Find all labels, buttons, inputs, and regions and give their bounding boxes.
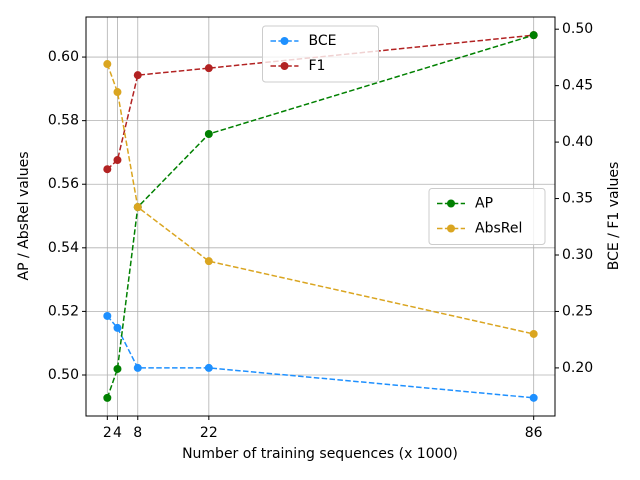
data-point xyxy=(103,165,112,174)
data-point xyxy=(204,64,213,73)
plot-frame xyxy=(85,16,556,417)
data-point xyxy=(529,393,538,402)
x-tick-label: 2 xyxy=(103,425,112,441)
y-tick-label: 0.52 xyxy=(48,303,79,319)
data-point xyxy=(113,323,122,332)
data-point xyxy=(113,156,122,165)
data-point xyxy=(103,311,112,320)
legend-label: AP xyxy=(475,196,493,212)
y-tick-label: 0.56 xyxy=(48,176,79,192)
data-point xyxy=(103,60,112,69)
legend-label: BCE xyxy=(309,33,337,49)
y2-axis-label: BCE / F1 values xyxy=(606,162,622,271)
x-tick-label: 22 xyxy=(200,425,218,441)
y2-tick-label: 0.50 xyxy=(562,21,593,37)
y-tick-label: 0.58 xyxy=(48,113,79,129)
x-tick-label: 86 xyxy=(525,425,543,441)
legend-marker xyxy=(280,62,289,70)
legend-label: F1 xyxy=(309,58,326,74)
x-tick-label: 8 xyxy=(133,425,142,441)
legend-label: AbsRel xyxy=(475,221,522,237)
data-point xyxy=(204,363,213,372)
series-line xyxy=(106,315,534,399)
y2-tick-label: 0.45 xyxy=(562,78,593,94)
data-point xyxy=(204,129,213,138)
legend-box xyxy=(428,188,546,245)
data-point xyxy=(133,71,142,80)
y2-tick-label: 0.30 xyxy=(562,247,593,263)
y-tick-label: 0.54 xyxy=(48,240,79,256)
data-point xyxy=(113,364,122,373)
data-point xyxy=(133,203,142,212)
data-point xyxy=(113,88,122,97)
legend: AP AbsRel xyxy=(428,188,546,245)
legend-marker xyxy=(447,199,455,208)
y2-tick-label: 0.25 xyxy=(562,303,593,319)
y2-tick-label: 0.35 xyxy=(562,191,593,207)
data-point xyxy=(103,393,112,402)
legend-box xyxy=(262,25,379,83)
y-tick-label: 0.50 xyxy=(48,367,79,383)
legend-marker xyxy=(280,37,289,45)
x-tick-label: 4 xyxy=(113,425,122,441)
data-point xyxy=(204,257,213,266)
y-tick-label: 0.60 xyxy=(48,49,79,65)
x-axis-label: Number of training sequences (x 1000) xyxy=(182,446,458,462)
y2-tick-label: 0.20 xyxy=(562,360,593,376)
y2-tick-label: 0.40 xyxy=(562,134,593,150)
y-axis-label: AP / AbsRel values xyxy=(16,152,32,281)
data-point xyxy=(529,31,538,40)
legend: BCE F1 xyxy=(262,25,379,83)
data-point xyxy=(529,329,538,338)
legend-marker xyxy=(447,224,455,233)
data-point xyxy=(133,363,142,372)
